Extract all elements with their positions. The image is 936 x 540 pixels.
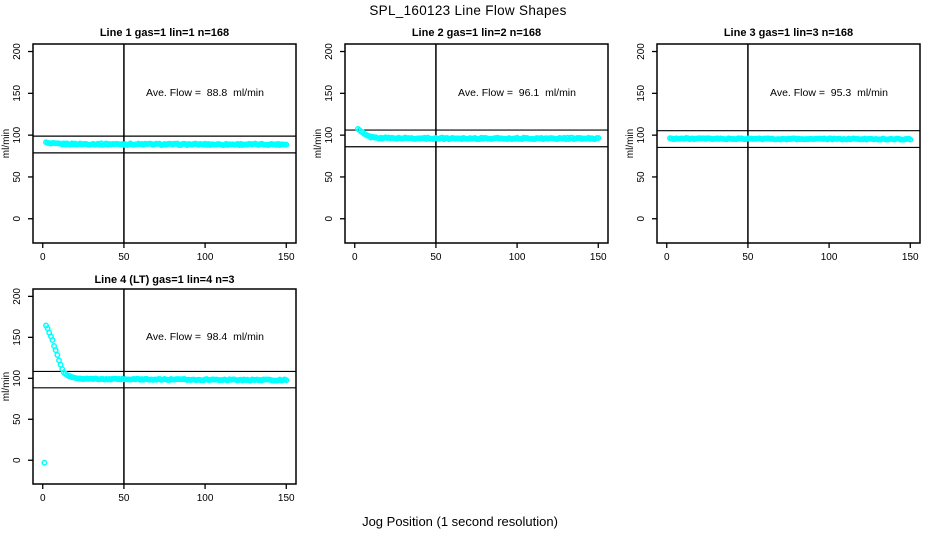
y-axis: 0 50 100 150 200 (12, 288, 33, 463)
panel-2-title: Line 2 gas=1 lin=2 n=168 (411, 27, 542, 39)
y-axis: 0 50 100 150 200 (636, 43, 657, 222)
plot-box (32, 288, 297, 485)
y-tick-label: 200 (636, 43, 647, 60)
data-point (595, 135, 602, 141)
x-tick-label: 0 (664, 252, 670, 263)
y-tick-label: 0 (636, 216, 647, 222)
plot-box (656, 43, 921, 244)
y-tick-label: 150 (636, 85, 647, 102)
panel-4-ave-flow-annotation: Ave. Flow = 98.4 ml/min (146, 331, 264, 343)
data-points (667, 135, 914, 143)
x-axis: 0 50 100 150 (40, 484, 295, 504)
y-tick-label: 150 (12, 85, 23, 102)
y-tick-label: 50 (324, 171, 335, 183)
y-tick-label: 150 (324, 85, 335, 102)
data-point (54, 352, 61, 358)
x-tick-label: 150 (902, 252, 919, 263)
figure-title: SPL_160123 Line Flow Shapes (369, 3, 567, 18)
x-tick-label: 150 (590, 252, 607, 263)
x-tick-label: 100 (197, 252, 214, 263)
x-tick-label: 50 (430, 252, 442, 263)
y-tick-label: 0 (12, 216, 23, 222)
reference-lines (345, 44, 608, 243)
data-points (355, 125, 602, 143)
reference-lines (33, 289, 296, 484)
panel-4-title: Line 4 (LT) gas=1 lin=4 n=3 (94, 274, 235, 286)
y-tick-label: 50 (12, 413, 23, 425)
data-point-outlier (41, 459, 48, 466)
x-tick-label: 50 (118, 252, 130, 263)
y-axis-label: ml/min (1, 372, 12, 401)
y-tick-label: 100 (636, 126, 647, 143)
panel-1-plot: 0 50 100 150 0 50 100 150 200 ml/min (1, 43, 297, 263)
panel-3-title: Line 3 gas=1 lin=3 n=168 (723, 27, 854, 39)
y-axis-label: ml/min (625, 129, 636, 158)
x-tick-label: 50 (742, 252, 754, 263)
x-tick-label: 100 (509, 252, 526, 263)
y-axis-label: ml/min (313, 129, 324, 158)
y-tick-label: 50 (636, 171, 647, 183)
data-point (283, 377, 290, 384)
data-points (41, 322, 290, 466)
data-point (52, 347, 59, 354)
panel-1-ave-flow-annotation: Ave. Flow = 88.8 ml/min (146, 87, 264, 99)
y-tick-label: 200 (324, 43, 335, 60)
data-point (283, 141, 290, 148)
plot-box (32, 43, 297, 244)
y-tick-label: 0 (324, 216, 335, 222)
y-tick-label: 100 (324, 126, 335, 143)
data-point (907, 136, 914, 143)
y-axis: 0 50 100 150 200 (12, 43, 33, 222)
y-tick-label: 200 (12, 43, 23, 60)
y-tick-label: 200 (12, 288, 23, 305)
y-tick-label: 150 (12, 329, 23, 346)
x-axis: 0 50 100 150 (352, 243, 607, 263)
y-tick-label: 0 (12, 457, 23, 463)
panel-1-title: Line 1 gas=1 lin=1 n=168 (99, 27, 230, 39)
x-tick-label: 150 (278, 493, 295, 504)
y-tick-label: 100 (12, 126, 23, 143)
x-tick-label: 0 (352, 252, 358, 263)
data-points (43, 139, 290, 149)
y-axis-label: ml/min (1, 129, 12, 158)
x-axis: 0 50 100 150 (664, 243, 919, 263)
x-tick-label: 150 (278, 252, 295, 263)
x-tick-label: 0 (40, 493, 46, 504)
panel-3-plot: 0 50 100 150 0 50 100 150 200 ml/min (625, 43, 921, 263)
x-tick-label: 50 (118, 493, 130, 504)
plot-box (344, 43, 609, 244)
x-tick-label: 100 (821, 252, 838, 263)
y-tick-label: 50 (12, 171, 23, 183)
figure-x-axis-label: Jog Position (1 second resolution) (362, 514, 558, 529)
x-axis: 0 50 100 150 (40, 243, 295, 263)
x-tick-label: 0 (40, 252, 46, 263)
y-axis: 0 50 100 150 200 (324, 43, 345, 222)
reference-lines (657, 44, 920, 243)
panel-3-ave-flow-annotation: Ave. Flow = 95.3 ml/min (770, 87, 888, 99)
panel-2-plot: 0 50 100 150 0 50 100 150 200 ml/min (313, 43, 609, 263)
x-tick-label: 100 (197, 493, 214, 504)
panel-4-plot: 0 50 100 150 0 50 100 150 200 ml/min (1, 288, 297, 504)
y-tick-label: 100 (12, 370, 23, 387)
panel-2-ave-flow-annotation: Ave. Flow = 96.1 ml/min (458, 87, 576, 99)
data-point (49, 337, 56, 344)
